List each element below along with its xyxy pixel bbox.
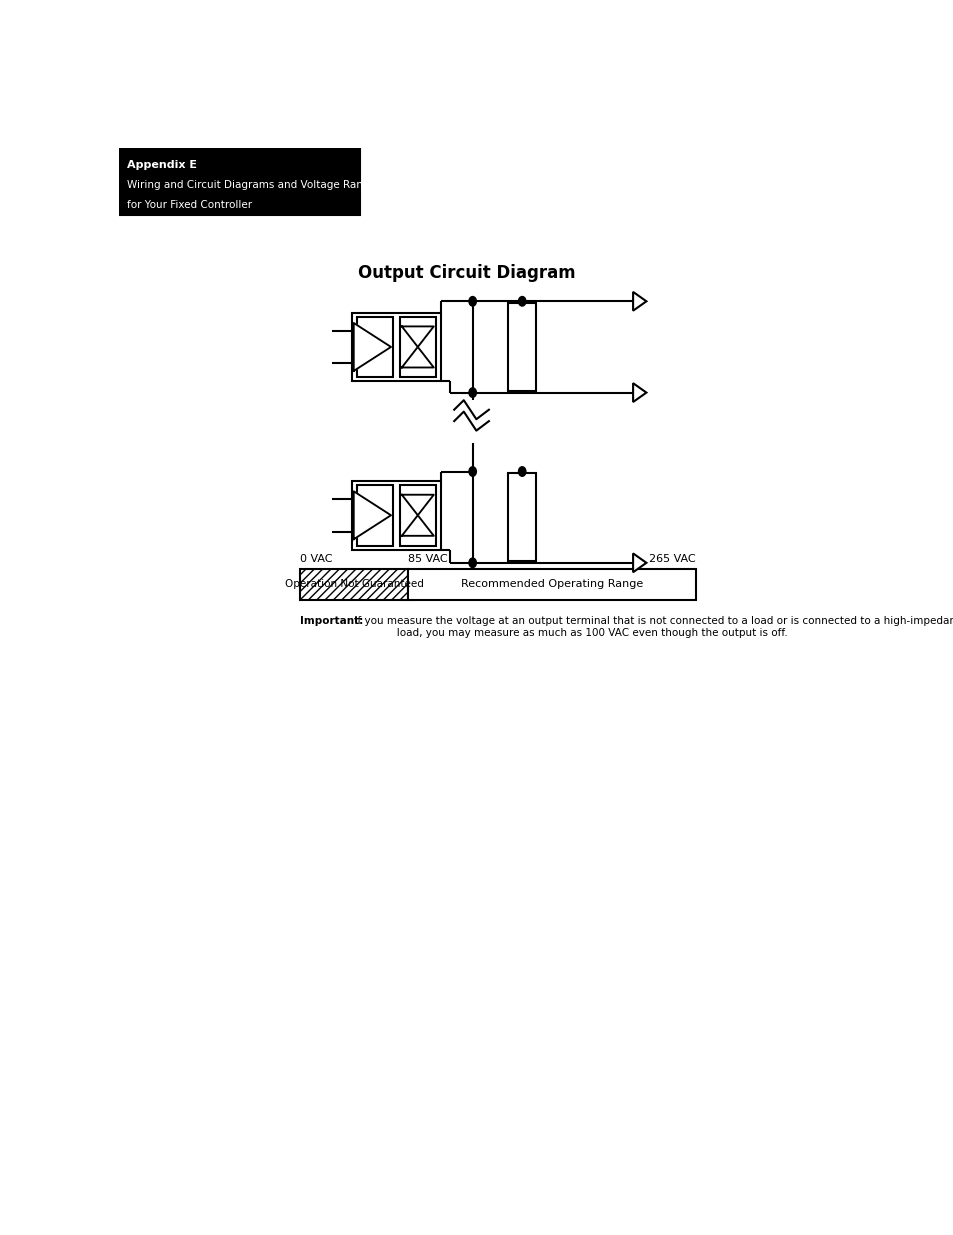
Bar <box>352 482 440 550</box>
Bar <box>399 316 436 378</box>
Text: 265 VAC: 265 VAC <box>649 553 696 563</box>
Bar <box>357 316 393 378</box>
Polygon shape <box>401 515 434 536</box>
Bar <box>399 485 436 546</box>
Bar <box>508 473 536 561</box>
Polygon shape <box>401 326 434 347</box>
Circle shape <box>518 467 525 477</box>
Circle shape <box>469 388 476 398</box>
Text: Recommended Operating Range: Recommended Operating Range <box>460 579 642 589</box>
Text: Important:: Important: <box>300 616 363 626</box>
Bar <box>352 312 440 382</box>
Bar <box>407 568 696 600</box>
Polygon shape <box>354 492 391 540</box>
Text: Wiring and Circuit Diagrams and Voltage Ranges: Wiring and Circuit Diagrams and Voltage … <box>127 180 380 190</box>
Polygon shape <box>633 383 646 403</box>
Text: Appendix E: Appendix E <box>127 161 196 170</box>
Text: Operation Not Guaranteed: Operation Not Guaranteed <box>284 579 423 589</box>
Text: Output Circuit Diagram: Output Circuit Diagram <box>357 264 575 283</box>
Circle shape <box>469 296 476 306</box>
Text: 0 VAC: 0 VAC <box>300 553 333 563</box>
Text: 85 VAC: 85 VAC <box>407 553 447 563</box>
Bar <box>357 485 393 546</box>
Circle shape <box>469 558 476 568</box>
Bar <box>508 304 536 390</box>
Bar <box>119 148 359 215</box>
Polygon shape <box>354 324 391 370</box>
Polygon shape <box>401 495 434 515</box>
Circle shape <box>469 467 476 477</box>
Circle shape <box>518 296 525 306</box>
Text: If you measure the voltage at an output terminal that is not connected to a load: If you measure the voltage at an output … <box>348 616 953 637</box>
Polygon shape <box>401 347 434 368</box>
Polygon shape <box>633 553 646 572</box>
Bar <box>300 568 407 600</box>
Polygon shape <box>633 291 646 311</box>
Text: for Your Fixed Controller: for Your Fixed Controller <box>127 200 252 210</box>
